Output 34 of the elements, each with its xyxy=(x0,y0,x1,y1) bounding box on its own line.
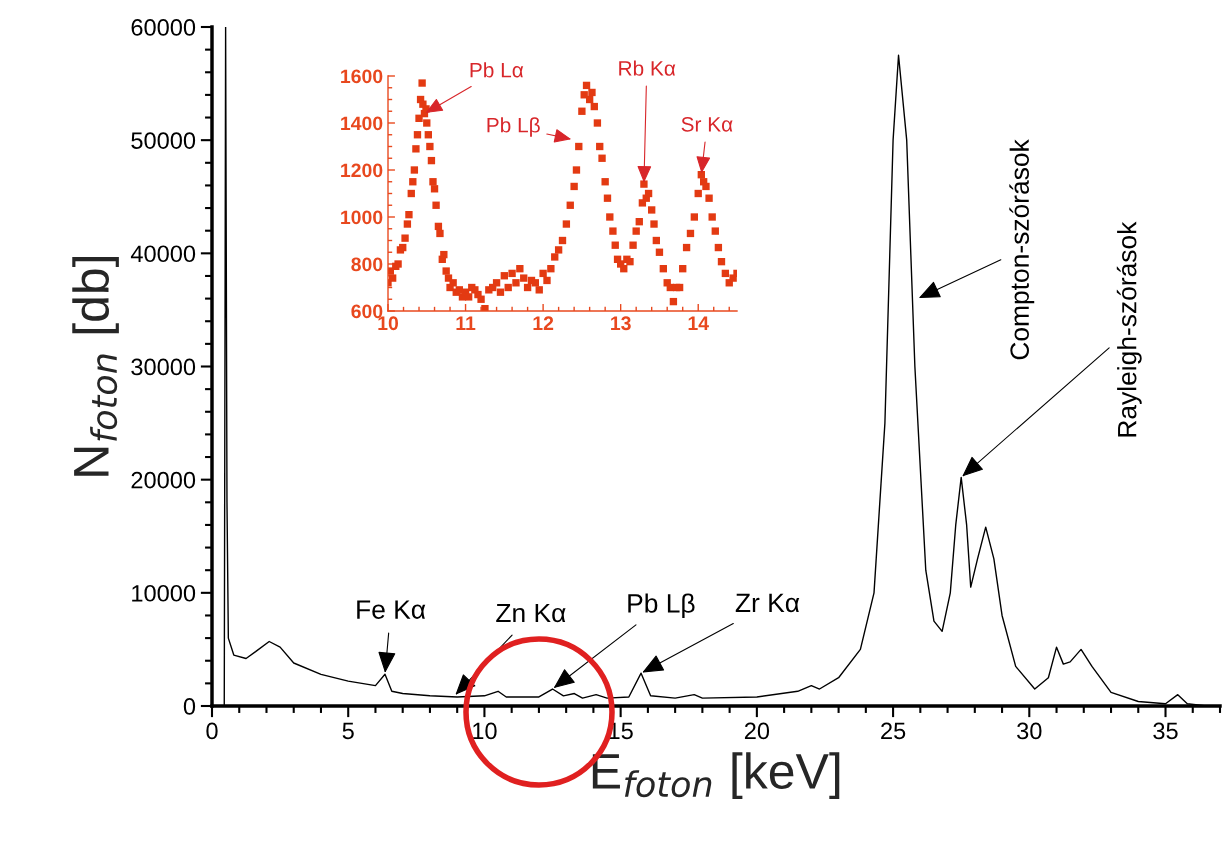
y-tick-label: 40000 xyxy=(130,245,196,263)
y-tick-label: 0 xyxy=(183,698,196,715)
annotation: Zr Kα xyxy=(735,593,800,613)
x-tick-label: 25 xyxy=(881,722,906,740)
x-tick-label: 35 xyxy=(1153,722,1178,740)
y-tick-label: 50000 xyxy=(131,132,196,149)
x-tick-label: 20 xyxy=(744,722,770,740)
annotation: Pb Lβ xyxy=(487,117,540,137)
x-tick-label: 11 xyxy=(456,316,476,330)
annotation: Fe Kα xyxy=(357,600,426,619)
x-tick-label: 0 xyxy=(206,722,218,740)
x-tick-label: 10 xyxy=(473,722,497,740)
annotation: Pb Lα xyxy=(470,62,524,78)
y-tick-label: 20000 xyxy=(131,471,196,489)
x-tick-label: 14 xyxy=(688,316,709,330)
x-tick-label: 12 xyxy=(533,316,554,330)
y-tick-label: 1600 xyxy=(341,69,383,84)
y-tick-label: 1000 xyxy=(341,210,383,225)
y-tick-label: 1200 xyxy=(341,163,383,178)
annotation: Zn Kα xyxy=(496,603,566,623)
annotation: Rb Kα xyxy=(619,60,676,76)
y-tick-label: 30000 xyxy=(131,358,196,376)
annotation: Pb Lβ xyxy=(628,593,695,618)
x-tick-label: 5 xyxy=(342,722,354,740)
y-tick-label: 60000 xyxy=(131,19,196,36)
annotation: Compton-szórások xyxy=(1009,139,1035,360)
x-tick-label: 30 xyxy=(1017,722,1042,740)
y-axis-title: N$_{foton}$ [db] xyxy=(72,257,119,476)
y-tick-label: 10000 xyxy=(132,584,196,602)
y-tick-label: 1400 xyxy=(341,116,383,131)
annotation: Rayleigh-szórások xyxy=(1116,221,1142,437)
annotation: Sr Kα xyxy=(681,116,733,132)
x-tick-label: 13 xyxy=(611,316,631,331)
y-tick-label: 800 xyxy=(351,257,383,272)
